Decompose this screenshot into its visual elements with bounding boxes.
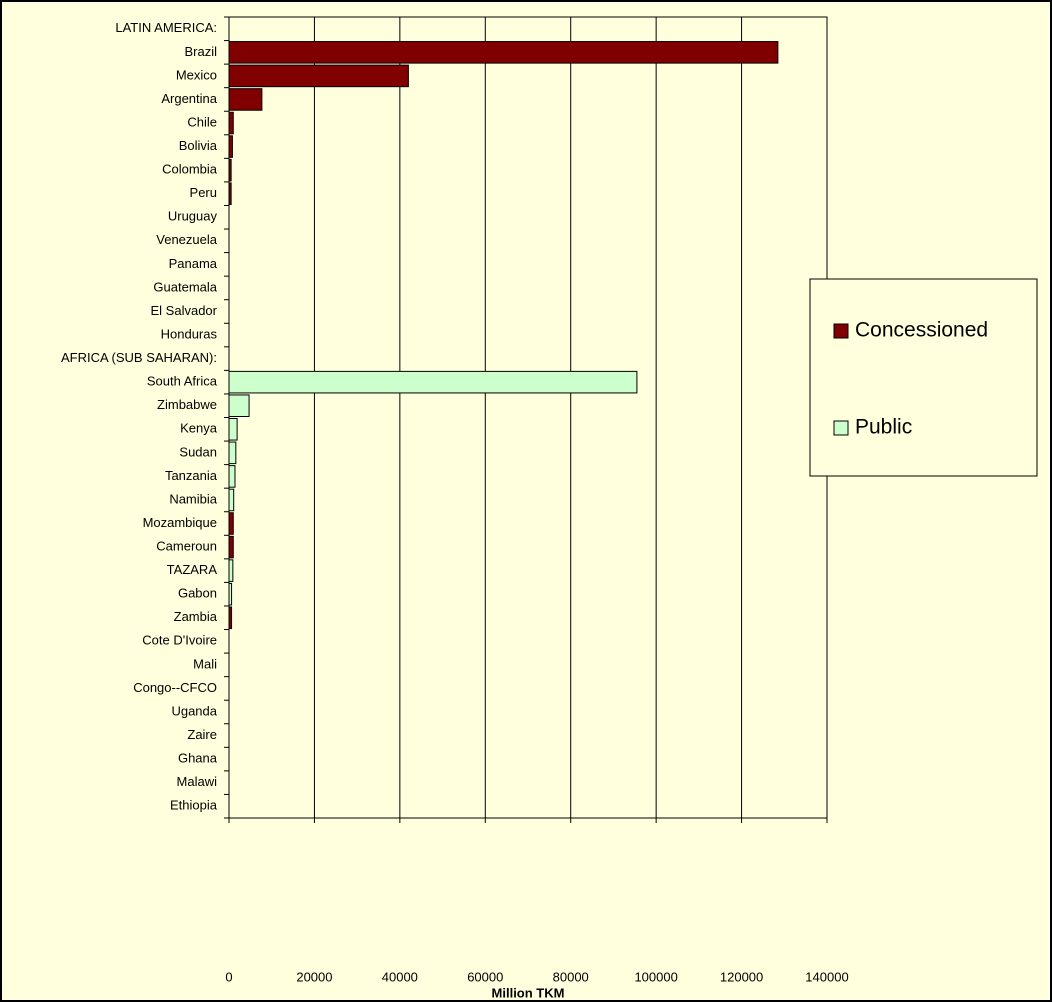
bar: [228, 182, 232, 205]
y-tick-label: Argentina: [161, 91, 217, 106]
y-tick-label: El Salvador: [151, 303, 218, 318]
bar: [228, 370, 638, 394]
y-tick-label: Chile: [187, 114, 217, 129]
y-tick-label: Venezuela: [156, 232, 217, 247]
plot-area: [228, 16, 828, 819]
bar: [228, 135, 233, 158]
x-axis-title: Million TKM: [492, 985, 565, 1000]
bar: [228, 559, 234, 582]
x-tick-label: 120000: [720, 969, 763, 984]
bar: [228, 88, 263, 111]
x-tick-label: 0: [225, 969, 232, 984]
bar: [228, 582, 233, 606]
bar: [228, 394, 250, 417]
y-tick-label: Mozambique: [143, 515, 217, 530]
y-tick-label: Brazil: [184, 44, 217, 59]
y-tick-label: Malawi: [177, 774, 218, 789]
y-tick-label: AFRICA (SUB SAHARAN):: [61, 350, 217, 365]
y-tick-label: Kenya: [180, 421, 218, 436]
y-tick-label: Guatemala: [153, 279, 217, 294]
bar: [228, 418, 238, 441]
y-tick-label: Zambia: [174, 609, 218, 624]
x-tick-label: 60000: [467, 969, 503, 984]
bar: [228, 488, 235, 512]
y-tick-label: Sudan: [179, 444, 217, 459]
x-tick-label: 40000: [382, 969, 418, 984]
y-tick-label: Tanzania: [165, 468, 218, 483]
y-tick-label: Colombia: [162, 162, 218, 177]
y-tick-label: Mali: [193, 656, 217, 671]
y-tick-label: Zimbabwe: [157, 397, 217, 412]
bar: [228, 535, 234, 559]
y-tick-label: Panama: [169, 256, 218, 271]
y-tick-label: LATIN AMERICA:: [115, 20, 217, 35]
x-tick-label: 100000: [634, 969, 677, 984]
x-tick-label: 140000: [805, 969, 848, 984]
y-tick-label: Congo--CFCO: [133, 680, 217, 695]
y-tick-label: Gabon: [178, 586, 217, 601]
bar: [228, 441, 237, 465]
bar: [228, 41, 779, 64]
bar: [228, 606, 233, 630]
legend-swatch: [833, 323, 849, 339]
bar: [228, 512, 234, 535]
y-tick-label: Ghana: [178, 751, 218, 766]
x-tick-label: 20000: [296, 969, 332, 984]
bar: [228, 64, 409, 88]
y-tick-label: Namibia: [169, 491, 217, 506]
y-tick-label: Zaire: [187, 727, 217, 742]
y-tick-label: Peru: [190, 185, 217, 200]
legend-label: Concessioned: [855, 319, 988, 342]
legend-swatch: [833, 420, 849, 436]
x-tick-label: 80000: [553, 969, 589, 984]
bar: [228, 465, 236, 488]
y-tick-label: Cote D'Ivoire: [142, 633, 217, 648]
bar: [228, 158, 232, 182]
y-tick-label: TAZARA: [167, 562, 218, 577]
y-tick-label: Honduras: [161, 326, 218, 341]
legend-label: Public: [855, 416, 912, 439]
y-tick-label: Uganda: [171, 703, 217, 718]
y-tick-label: South Africa: [147, 374, 218, 389]
y-tick-label: Cameroun: [156, 539, 217, 554]
y-tick-label: Mexico: [176, 67, 217, 82]
bar: [228, 111, 234, 135]
y-tick-label: Ethiopia: [170, 798, 218, 813]
y-tick-label: Bolivia: [179, 138, 218, 153]
y-tick-label: Uruguay: [168, 209, 218, 224]
legend-box: [809, 278, 1038, 477]
